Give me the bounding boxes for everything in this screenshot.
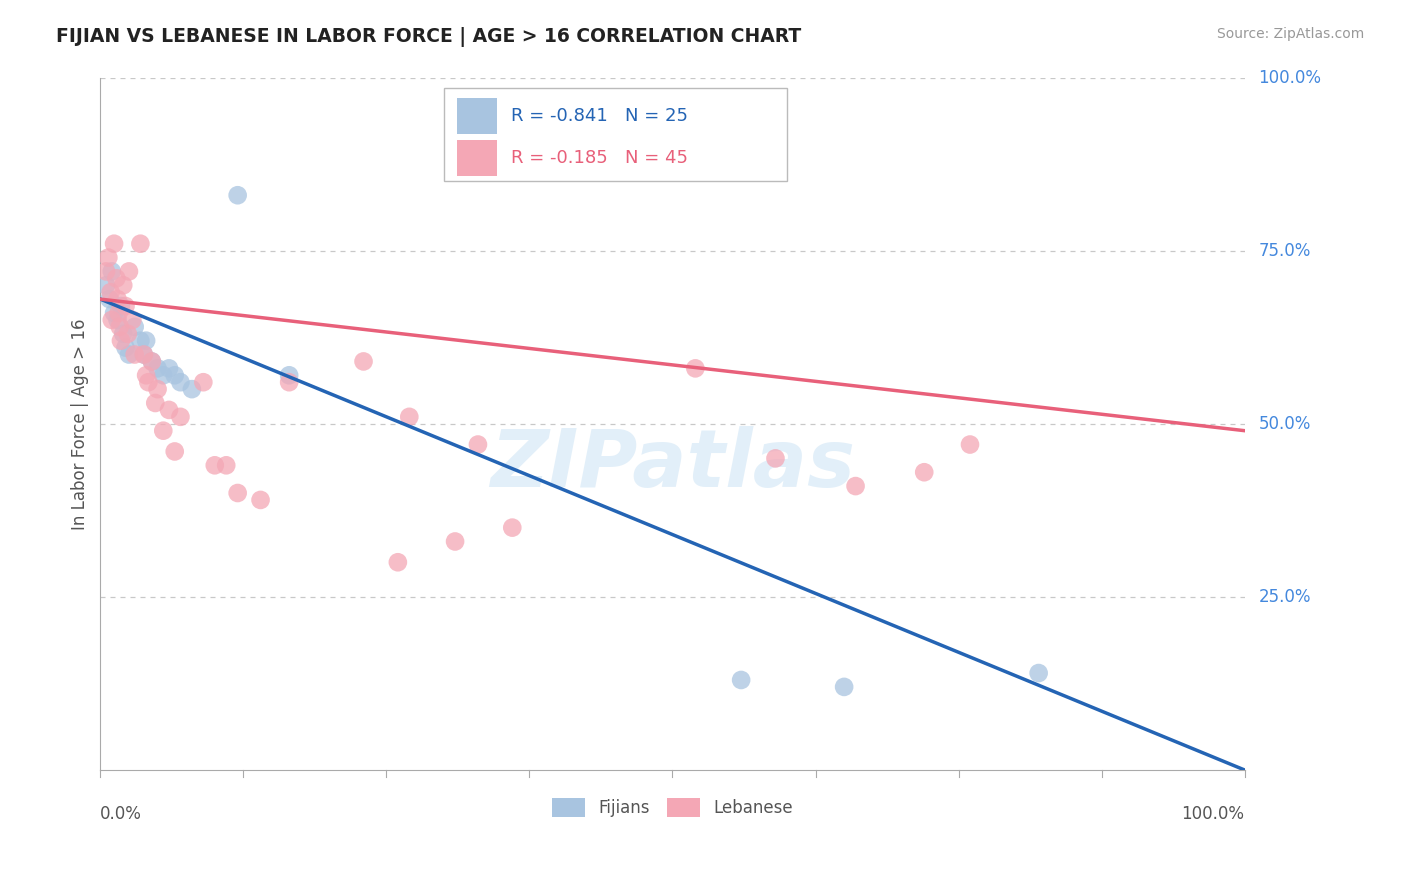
Point xyxy=(157,361,180,376)
Point xyxy=(215,458,238,473)
Point xyxy=(685,361,707,376)
Point xyxy=(118,347,141,361)
Point xyxy=(398,409,420,424)
Point xyxy=(163,368,186,383)
Point xyxy=(114,341,136,355)
Point xyxy=(101,313,124,327)
Text: 75.0%: 75.0% xyxy=(1258,242,1310,260)
Point xyxy=(1028,666,1050,681)
Point xyxy=(135,334,157,348)
Point xyxy=(152,424,174,438)
Point xyxy=(146,361,169,376)
Point xyxy=(765,451,787,466)
Point xyxy=(101,264,124,278)
Legend: Fijians, Lebanese: Fijians, Lebanese xyxy=(546,791,800,824)
Point xyxy=(278,375,301,389)
Point xyxy=(249,492,271,507)
Point xyxy=(501,521,523,535)
Point xyxy=(278,368,301,383)
Point xyxy=(107,292,129,306)
Point xyxy=(110,334,132,348)
Point xyxy=(845,479,868,493)
Point xyxy=(467,437,489,451)
Text: 100.0%: 100.0% xyxy=(1258,69,1322,87)
Point xyxy=(117,326,139,341)
Point xyxy=(353,354,375,368)
Point xyxy=(141,354,163,368)
Point xyxy=(132,347,155,361)
Point xyxy=(103,236,125,251)
Point xyxy=(98,292,121,306)
Point xyxy=(959,437,981,451)
Point xyxy=(169,409,191,424)
Point xyxy=(97,251,120,265)
Point xyxy=(141,354,163,368)
Point xyxy=(204,458,226,473)
Point xyxy=(912,465,935,479)
Point xyxy=(616,161,638,175)
Point xyxy=(108,319,131,334)
Text: ZIPatlas: ZIPatlas xyxy=(489,426,855,504)
Point xyxy=(94,264,117,278)
Point xyxy=(730,673,752,687)
Text: 25.0%: 25.0% xyxy=(1258,588,1310,606)
Point xyxy=(146,382,169,396)
Point xyxy=(114,299,136,313)
Point xyxy=(226,486,249,500)
Point xyxy=(387,555,409,569)
Point xyxy=(135,368,157,383)
Point xyxy=(118,264,141,278)
Point xyxy=(121,313,143,327)
Point xyxy=(112,278,135,293)
Text: 0.0%: 0.0% xyxy=(100,805,142,822)
Text: 100.0%: 100.0% xyxy=(1181,805,1244,822)
Point xyxy=(444,534,467,549)
Point xyxy=(832,680,855,694)
Text: 50.0%: 50.0% xyxy=(1258,415,1310,433)
Text: FIJIAN VS LEBANESE IN LABOR FORCE | AGE > 16 CORRELATION CHART: FIJIAN VS LEBANESE IN LABOR FORCE | AGE … xyxy=(56,27,801,46)
Text: R = -0.841   N = 25: R = -0.841 N = 25 xyxy=(512,107,688,125)
Point xyxy=(107,306,129,320)
Point xyxy=(107,313,129,327)
Point xyxy=(152,368,174,383)
Point xyxy=(110,299,132,313)
Point xyxy=(143,396,166,410)
Point xyxy=(124,347,146,361)
Point xyxy=(124,319,146,334)
FancyBboxPatch shape xyxy=(444,88,787,181)
Point xyxy=(129,334,152,348)
FancyBboxPatch shape xyxy=(457,98,498,135)
Text: Source: ZipAtlas.com: Source: ZipAtlas.com xyxy=(1216,27,1364,41)
Point xyxy=(103,306,125,320)
Point xyxy=(226,188,249,202)
Point xyxy=(129,236,152,251)
Point xyxy=(132,347,155,361)
Point xyxy=(163,444,186,458)
Point xyxy=(169,375,191,389)
Point xyxy=(180,382,202,396)
Point xyxy=(105,271,128,285)
FancyBboxPatch shape xyxy=(457,140,498,176)
Point xyxy=(138,375,160,389)
Point xyxy=(94,278,117,293)
Point xyxy=(112,326,135,341)
Y-axis label: In Labor Force | Age > 16: In Labor Force | Age > 16 xyxy=(72,318,89,530)
Text: R = -0.185   N = 45: R = -0.185 N = 45 xyxy=(512,149,688,167)
Point xyxy=(100,285,122,300)
Point xyxy=(157,403,180,417)
Point xyxy=(193,375,215,389)
